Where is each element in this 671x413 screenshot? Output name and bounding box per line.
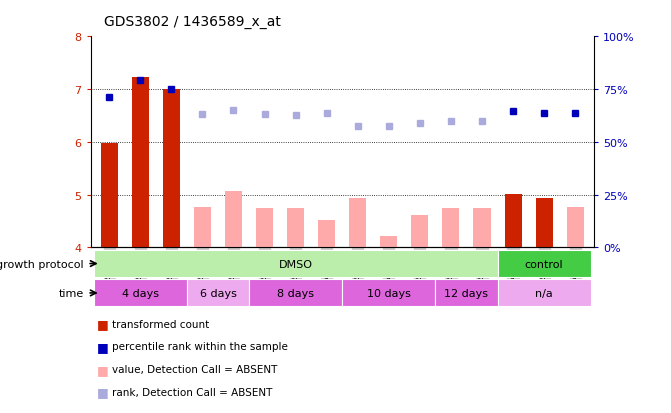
Text: ■: ■ xyxy=(97,363,109,376)
Bar xyxy=(101,144,118,248)
Bar xyxy=(249,280,342,307)
Bar xyxy=(349,199,366,248)
Text: ■: ■ xyxy=(97,340,109,353)
Text: control: control xyxy=(525,259,564,269)
Text: growth protocol: growth protocol xyxy=(0,259,84,269)
Bar xyxy=(566,207,584,248)
Text: transformed count: transformed count xyxy=(112,319,209,329)
Text: GDS3802 / 1436589_x_at: GDS3802 / 1436589_x_at xyxy=(104,15,281,29)
Bar xyxy=(380,236,397,248)
Bar xyxy=(163,90,180,248)
Text: 6 days: 6 days xyxy=(199,288,236,298)
Bar xyxy=(94,280,187,307)
Text: 8 days: 8 days xyxy=(277,288,314,298)
Text: time: time xyxy=(58,288,84,298)
Bar xyxy=(474,208,491,248)
Bar xyxy=(435,280,497,307)
Text: 4 days: 4 days xyxy=(122,288,159,298)
Bar xyxy=(342,280,435,307)
Bar xyxy=(318,221,336,248)
Text: DMSO: DMSO xyxy=(278,259,313,269)
Text: value, Detection Call = ABSENT: value, Detection Call = ABSENT xyxy=(112,364,277,374)
Bar xyxy=(505,194,521,248)
Bar xyxy=(535,199,553,248)
Bar xyxy=(442,208,460,248)
Bar xyxy=(497,250,590,278)
Text: 10 days: 10 days xyxy=(367,288,411,298)
Bar xyxy=(256,208,273,248)
Bar xyxy=(225,192,242,248)
Bar xyxy=(287,208,304,248)
Text: ■: ■ xyxy=(97,317,109,330)
Text: ■: ■ xyxy=(97,385,109,399)
Text: percentile rank within the sample: percentile rank within the sample xyxy=(112,342,288,351)
Bar xyxy=(497,280,590,307)
Text: rank, Detection Call = ABSENT: rank, Detection Call = ABSENT xyxy=(112,387,272,397)
Bar xyxy=(132,78,149,248)
Bar xyxy=(194,208,211,248)
Text: 12 days: 12 days xyxy=(444,288,488,298)
Bar xyxy=(187,280,249,307)
Bar xyxy=(411,215,428,248)
Text: n/a: n/a xyxy=(535,288,553,298)
Bar xyxy=(94,250,497,278)
